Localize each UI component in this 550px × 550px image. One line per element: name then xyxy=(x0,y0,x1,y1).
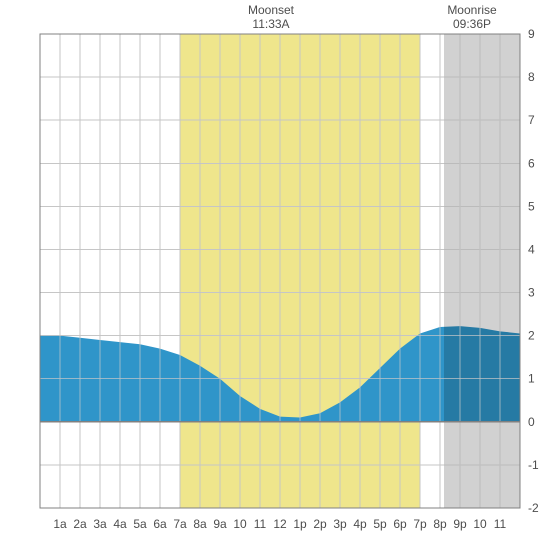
x-tick-label: 4p xyxy=(353,517,367,531)
moonset-title: Moonset xyxy=(248,3,295,17)
x-tick-label: 2a xyxy=(73,517,87,531)
y-tick-label: 4 xyxy=(528,242,535,256)
x-tick-label: 7a xyxy=(173,517,187,531)
x-tick-label: 12 xyxy=(273,517,287,531)
x-tick-label: 11 xyxy=(254,517,267,531)
y-tick-label: 2 xyxy=(528,329,535,343)
y-tick-label: 9 xyxy=(528,27,535,41)
x-tick-label: 10 xyxy=(233,517,247,531)
x-tick-label: 4a xyxy=(113,517,127,531)
y-tick-label: 6 xyxy=(528,156,535,170)
x-tick-label: 8a xyxy=(193,517,207,531)
y-tick-label: 8 xyxy=(528,70,535,84)
moonrise-time: 09:36P xyxy=(453,17,491,31)
x-tick-label: 9a xyxy=(213,517,227,531)
y-tick-label: -2 xyxy=(528,501,539,515)
x-tick-label: 6p xyxy=(393,517,407,531)
moonrise-title: Moonrise xyxy=(447,3,497,17)
chart-svg: -2-101234567891a2a3a4a5a6a7a8a9a1011121p… xyxy=(0,0,550,550)
x-tick-label: 1p xyxy=(293,517,307,531)
y-tick-label: 3 xyxy=(528,286,535,300)
y-tick-label: -1 xyxy=(528,458,539,472)
y-tick-label: 7 xyxy=(528,113,535,127)
x-tick-label: 1a xyxy=(53,517,67,531)
night-overlay xyxy=(444,34,520,508)
x-tick-label: 8p xyxy=(433,517,447,531)
moonset-time: 11:33A xyxy=(252,17,289,31)
x-tick-label: 2p xyxy=(313,517,327,531)
y-tick-label: 5 xyxy=(528,199,535,213)
x-tick-label: 5p xyxy=(373,517,387,531)
x-tick-label: 5a xyxy=(133,517,147,531)
y-tick-label: 0 xyxy=(528,415,535,429)
x-tick-label: 3p xyxy=(333,517,347,531)
x-tick-label: 7p xyxy=(413,517,427,531)
x-tick-label: 10 xyxy=(473,517,487,531)
y-tick-label: 1 xyxy=(528,372,535,386)
tide-chart: -2-101234567891a2a3a4a5a6a7a8a9a1011121p… xyxy=(0,0,550,550)
x-tick-label: 6a xyxy=(153,517,167,531)
x-tick-label: 3a xyxy=(93,517,107,531)
x-tick-label: 9p xyxy=(453,517,467,531)
x-tick-label: 11 xyxy=(494,517,507,531)
